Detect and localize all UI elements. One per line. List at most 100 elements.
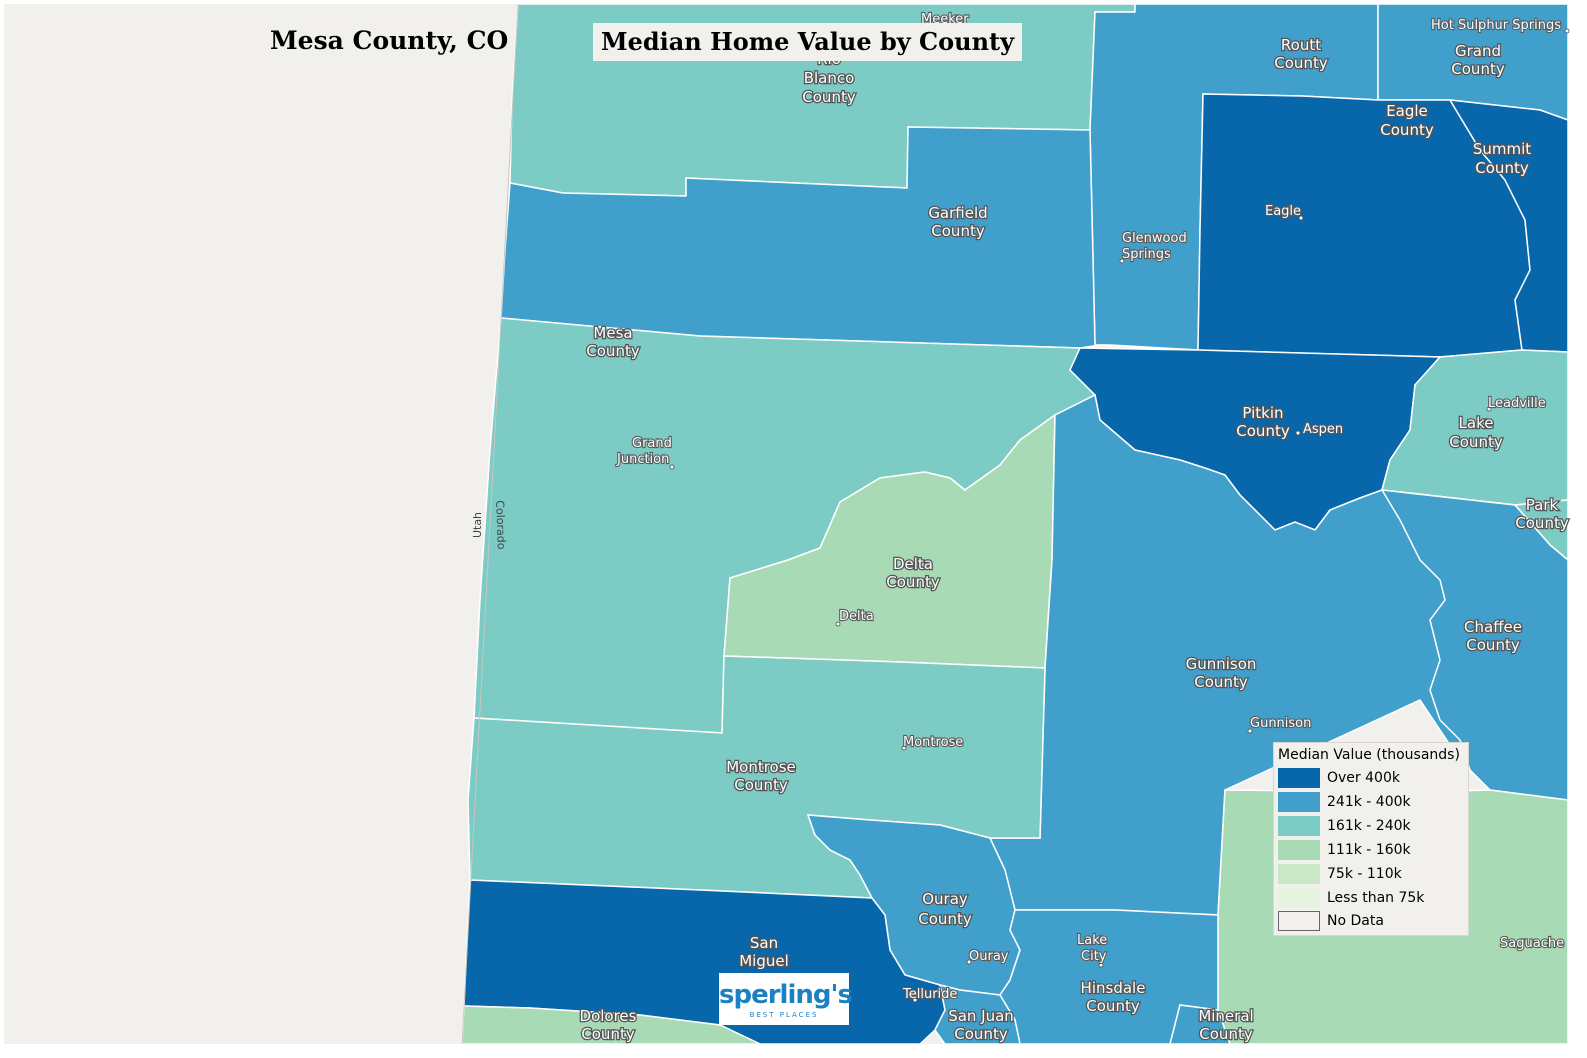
lake-county-label: County	[1449, 433, 1503, 451]
gunnison-county-label: Gunnison	[1186, 655, 1257, 673]
rio-blanco-county-label: Blanco	[804, 69, 855, 87]
logo-wordmark: sperling's	[719, 980, 853, 1010]
san-juan-county-label: County	[954, 1025, 1008, 1043]
logo-tagline: BEST PLACES	[749, 1011, 819, 1019]
saguache-city-label: Saguache	[1500, 936, 1564, 951]
legend-label: 75k - 110k	[1327, 866, 1402, 882]
lake-city-city-marker	[1098, 962, 1104, 968]
lake-county-label: Lake	[1459, 414, 1494, 432]
colorado-state-label: Colorado	[493, 500, 508, 550]
montrose-county-label: Montrose	[726, 758, 796, 776]
sperlings-logo[interactable]: sperling's BEST PLACES	[719, 973, 853, 1025]
san-miguel-county-label: Miguel	[739, 952, 789, 970]
eagle-city-marker	[1298, 215, 1304, 221]
legend-label: 111k - 160k	[1327, 842, 1411, 858]
legend-label: 241k - 400k	[1327, 794, 1411, 810]
pitkin-county-label: County	[1236, 422, 1290, 440]
glenwood-springs-city-label: Springs	[1122, 247, 1171, 262]
legend-label: Less than 75k	[1327, 890, 1425, 906]
legend-label: No Data	[1327, 913, 1384, 929]
grand-junction-city-label: Grand	[632, 436, 672, 451]
legend-item: 111k - 160k	[1278, 839, 1411, 861]
san-juan-county-region[interactable]	[934, 983, 1021, 1045]
delta-county-label: Delta	[893, 555, 933, 573]
legend-label: Over 400k	[1327, 770, 1400, 786]
dolores-county-label: County	[581, 1025, 635, 1043]
hot-sulphur-springs-city-label: Hot Sulphur Springs	[1431, 18, 1561, 33]
aspen-city-marker	[1295, 430, 1301, 436]
grand-junction-city-marker	[669, 464, 675, 470]
legend-title: Median Value (thousands)	[1278, 747, 1460, 763]
delta-county-label: County	[886, 573, 940, 591]
eagle-county-label: County	[1380, 121, 1434, 139]
ouray-city-marker	[966, 959, 972, 965]
hinsdale-county-label: Hinsdale	[1081, 979, 1146, 997]
chaffee-county-label: County	[1466, 636, 1520, 654]
legend-swatch	[1278, 888, 1320, 908]
delta-city-marker	[835, 621, 841, 627]
legend-swatch	[1278, 911, 1320, 931]
garfield-county-label: Garfield	[928, 204, 987, 222]
mineral-county-label: Mineral	[1198, 1007, 1253, 1025]
legend-swatch	[1278, 840, 1320, 860]
eagle-city-label: Eagle	[1265, 204, 1301, 219]
legend-item: Less than 75k	[1278, 887, 1424, 909]
summit-county-label: Summit	[1473, 140, 1531, 158]
legend-item: 75k - 110k	[1278, 863, 1402, 885]
lake-city-city-label: City	[1081, 949, 1107, 964]
san-juan-county-label: San Juan	[948, 1007, 1014, 1025]
mineral-county-label: County	[1199, 1025, 1253, 1043]
aspen-city-label: Aspen	[1303, 422, 1343, 437]
garfield-county-label: County	[931, 222, 985, 240]
legend-item: Over 400k	[1278, 767, 1400, 789]
rio-blanco-county-label: County	[802, 88, 856, 106]
gunnison-city-label: Gunnison	[1250, 716, 1311, 731]
routt-county-label: County	[1274, 54, 1328, 72]
gunnison-city-marker	[1247, 728, 1253, 734]
pitkin-county-label: Pitkin	[1242, 404, 1283, 422]
mesa-county-label: Mesa	[593, 324, 632, 342]
leadville-city-label: Leadville	[1488, 396, 1546, 411]
ouray-county-label: Ouray	[922, 890, 968, 908]
chaffee-county-label: Chaffee	[1464, 618, 1522, 636]
grand-county-label: Grand	[1455, 42, 1501, 60]
routt-county-label: Routt	[1281, 36, 1321, 54]
telluride-city-label: Telluride	[902, 987, 957, 1002]
hot-sulphur-springs-city-marker	[1564, 28, 1570, 34]
legend-swatch	[1278, 864, 1320, 884]
hinsdale-county-label: County	[1086, 997, 1140, 1015]
park-county-label: County	[1515, 514, 1569, 532]
dolores-county-label: Dolores	[580, 1007, 637, 1025]
legend-swatch	[1278, 792, 1320, 812]
gunnison-county-label: County	[1194, 673, 1248, 691]
utah-state-label: Utah	[471, 512, 484, 538]
leadville-city-marker	[1486, 406, 1492, 412]
montrose-city-marker	[901, 745, 907, 751]
montrose-county-label: County	[734, 776, 788, 794]
utah-colorado-state-line	[461, 3, 519, 1045]
summit-county-region[interactable]	[1448, 99, 1569, 353]
legend-label: 161k - 240k	[1327, 818, 1411, 834]
montrose-city-label: Montrose	[903, 735, 963, 750]
san-miguel-county-label: San	[750, 934, 778, 952]
telluride-city-marker	[912, 997, 918, 1003]
legend-item: No Data	[1278, 910, 1384, 932]
ouray-city-label: Ouray	[969, 949, 1009, 964]
glenwood-springs-city-marker	[1119, 258, 1125, 264]
delta-city-label: Delta	[839, 609, 874, 624]
mesa-county-label: County	[586, 342, 640, 360]
park-county-label: Park	[1526, 496, 1559, 514]
grand-county-label: County	[1451, 60, 1505, 78]
map-title: Median Home Value by County	[593, 23, 1023, 61]
map-legend: Median Value (thousands) Over 400k 241k …	[1273, 742, 1469, 936]
legend-swatch	[1278, 816, 1320, 836]
lake-city-city-label: Lake	[1077, 933, 1107, 948]
mineral-county-region[interactable]	[1169, 1004, 1232, 1045]
eagle-county-label: Eagle	[1386, 102, 1428, 120]
legend-item: 241k - 400k	[1278, 791, 1411, 813]
chaffee-county-region[interactable]	[1380, 489, 1569, 801]
legend-swatch	[1278, 768, 1320, 788]
ouray-county-label: County	[918, 910, 972, 928]
grand-junction-city-label: Junction	[616, 452, 669, 467]
